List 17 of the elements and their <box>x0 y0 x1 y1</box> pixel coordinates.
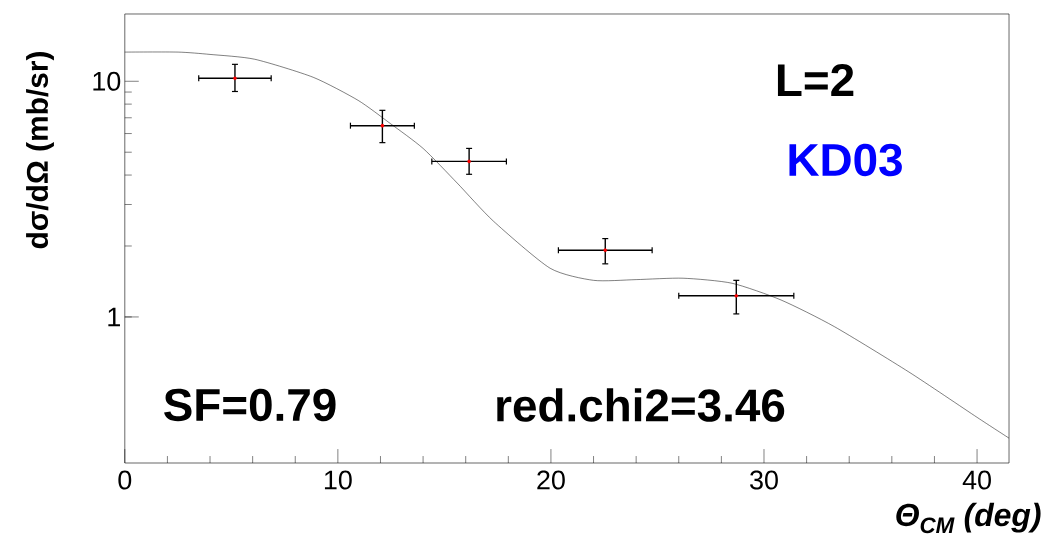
annotation: KD03 <box>789 143 902 177</box>
x-tick-label: 20 <box>537 470 565 490</box>
annotation: red.chi2=3.46 <box>497 388 785 422</box>
point <box>380 123 385 128</box>
x-tick-label: 30 <box>750 470 778 490</box>
x-tick-label: 0 <box>118 470 132 490</box>
annotation: L=2 <box>777 63 854 96</box>
point <box>467 159 471 164</box>
point <box>734 293 739 298</box>
y-axis-title: dσ/dΩ (mb/sr) <box>26 52 54 249</box>
annotation: SF=0.79 <box>164 388 336 422</box>
x-tick-label: 40 <box>962 470 991 490</box>
y-tick-label: 1 <box>108 307 120 327</box>
point <box>603 248 608 252</box>
x-axis-title: Θ$_{CM}$ (deg) <box>896 502 1041 534</box>
x-tick-label: 10 <box>324 470 352 490</box>
point <box>233 76 237 81</box>
